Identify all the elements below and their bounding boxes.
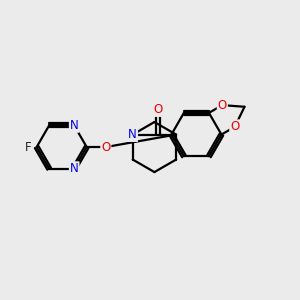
Text: O: O xyxy=(218,99,227,112)
Text: N: N xyxy=(70,119,79,132)
Text: O: O xyxy=(230,120,239,133)
Text: O: O xyxy=(101,141,110,154)
Text: F: F xyxy=(25,141,32,154)
Text: O: O xyxy=(153,103,162,116)
Text: N: N xyxy=(128,128,137,141)
Text: N: N xyxy=(70,162,79,175)
